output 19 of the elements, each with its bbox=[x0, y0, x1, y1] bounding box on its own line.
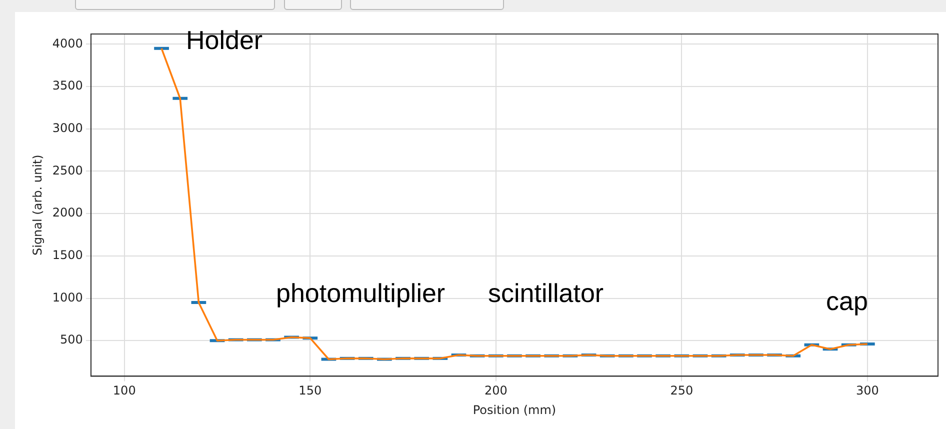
x-tick-label: 200 bbox=[484, 384, 508, 398]
y-axis-title: Signal (arb. unit) bbox=[30, 154, 44, 256]
y-tick-label: 3500 bbox=[52, 78, 83, 93]
x-axis-title: Position (mm) bbox=[472, 402, 556, 417]
annotation: Holder bbox=[186, 25, 263, 56]
annotation: scintillator bbox=[488, 278, 604, 308]
y-tick-label: 500 bbox=[60, 332, 83, 347]
y-tick-label: 4000 bbox=[52, 36, 83, 50]
x-tick-label: 300 bbox=[856, 384, 879, 398]
y-tick-label: 3000 bbox=[52, 120, 83, 135]
annotation: cap bbox=[826, 286, 868, 316]
x-tick-label: 100 bbox=[112, 384, 136, 398]
x-tick-label: 150 bbox=[298, 384, 322, 398]
y-tick-label: 2500 bbox=[52, 163, 83, 178]
y-tick-label: 1500 bbox=[52, 248, 83, 262]
y-tick-label: 2000 bbox=[52, 206, 83, 220]
annotation: photomultiplier bbox=[276, 278, 446, 308]
x-tick-label: 250 bbox=[670, 384, 694, 398]
y-tick-label: 1000 bbox=[52, 290, 83, 304]
